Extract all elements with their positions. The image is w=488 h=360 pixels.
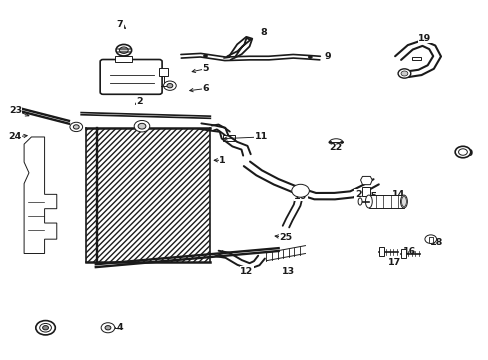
Text: 23: 23 — [9, 105, 22, 114]
Bar — [378, 247, 384, 256]
Circle shape — [105, 325, 111, 330]
Text: 1: 1 — [219, 156, 225, 165]
Circle shape — [458, 149, 467, 155]
Bar — [400, 249, 406, 258]
Text: 25: 25 — [279, 233, 292, 242]
Bar — [222, 135, 234, 141]
Circle shape — [291, 184, 309, 197]
Circle shape — [166, 84, 172, 88]
Text: 14: 14 — [391, 190, 404, 199]
Text: 11: 11 — [254, 132, 267, 141]
Text: 3: 3 — [42, 328, 49, 337]
Text: 21: 21 — [354, 190, 367, 199]
Circle shape — [116, 44, 131, 56]
Ellipse shape — [365, 195, 371, 208]
Text: 18: 18 — [429, 238, 443, 247]
Text: 6: 6 — [202, 84, 208, 93]
Circle shape — [42, 325, 48, 330]
Ellipse shape — [357, 198, 361, 205]
Circle shape — [101, 323, 115, 333]
Circle shape — [70, 122, 82, 132]
Polygon shape — [24, 137, 57, 253]
Circle shape — [36, 320, 55, 335]
Text: 10: 10 — [293, 192, 306, 201]
Text: 12: 12 — [240, 267, 253, 276]
Circle shape — [308, 55, 312, 58]
Text: 8: 8 — [260, 28, 267, 37]
Bar — [411, 57, 420, 60]
Text: 9: 9 — [324, 52, 330, 61]
Circle shape — [454, 146, 470, 158]
Text: 24: 24 — [9, 132, 22, 141]
Text: 7: 7 — [117, 19, 123, 28]
Text: 20: 20 — [459, 149, 472, 158]
Bar — [115, 55, 132, 62]
Circle shape — [340, 141, 343, 143]
Text: 13: 13 — [281, 267, 294, 276]
Polygon shape — [360, 176, 371, 185]
Bar — [86, 128, 210, 262]
Text: 2: 2 — [136, 96, 142, 105]
Ellipse shape — [401, 197, 406, 207]
Ellipse shape — [400, 195, 407, 208]
Bar — [361, 187, 369, 196]
Text: 16: 16 — [402, 247, 415, 256]
Text: 17: 17 — [387, 258, 401, 267]
Circle shape — [138, 123, 145, 129]
FancyBboxPatch shape — [100, 59, 162, 94]
Circle shape — [119, 47, 128, 53]
Circle shape — [424, 235, 436, 243]
Circle shape — [73, 125, 79, 129]
Circle shape — [163, 81, 176, 90]
Circle shape — [400, 71, 407, 76]
Text: 4: 4 — [117, 323, 123, 332]
Circle shape — [134, 121, 149, 132]
Circle shape — [397, 69, 410, 78]
Text: 19: 19 — [417, 34, 430, 43]
Text: 22: 22 — [329, 143, 342, 152]
Bar — [159, 68, 167, 76]
Circle shape — [203, 54, 207, 57]
Circle shape — [40, 323, 51, 332]
Text: 15: 15 — [364, 192, 377, 201]
Circle shape — [328, 141, 331, 143]
Bar — [368, 195, 403, 208]
Text: 5: 5 — [202, 64, 208, 73]
